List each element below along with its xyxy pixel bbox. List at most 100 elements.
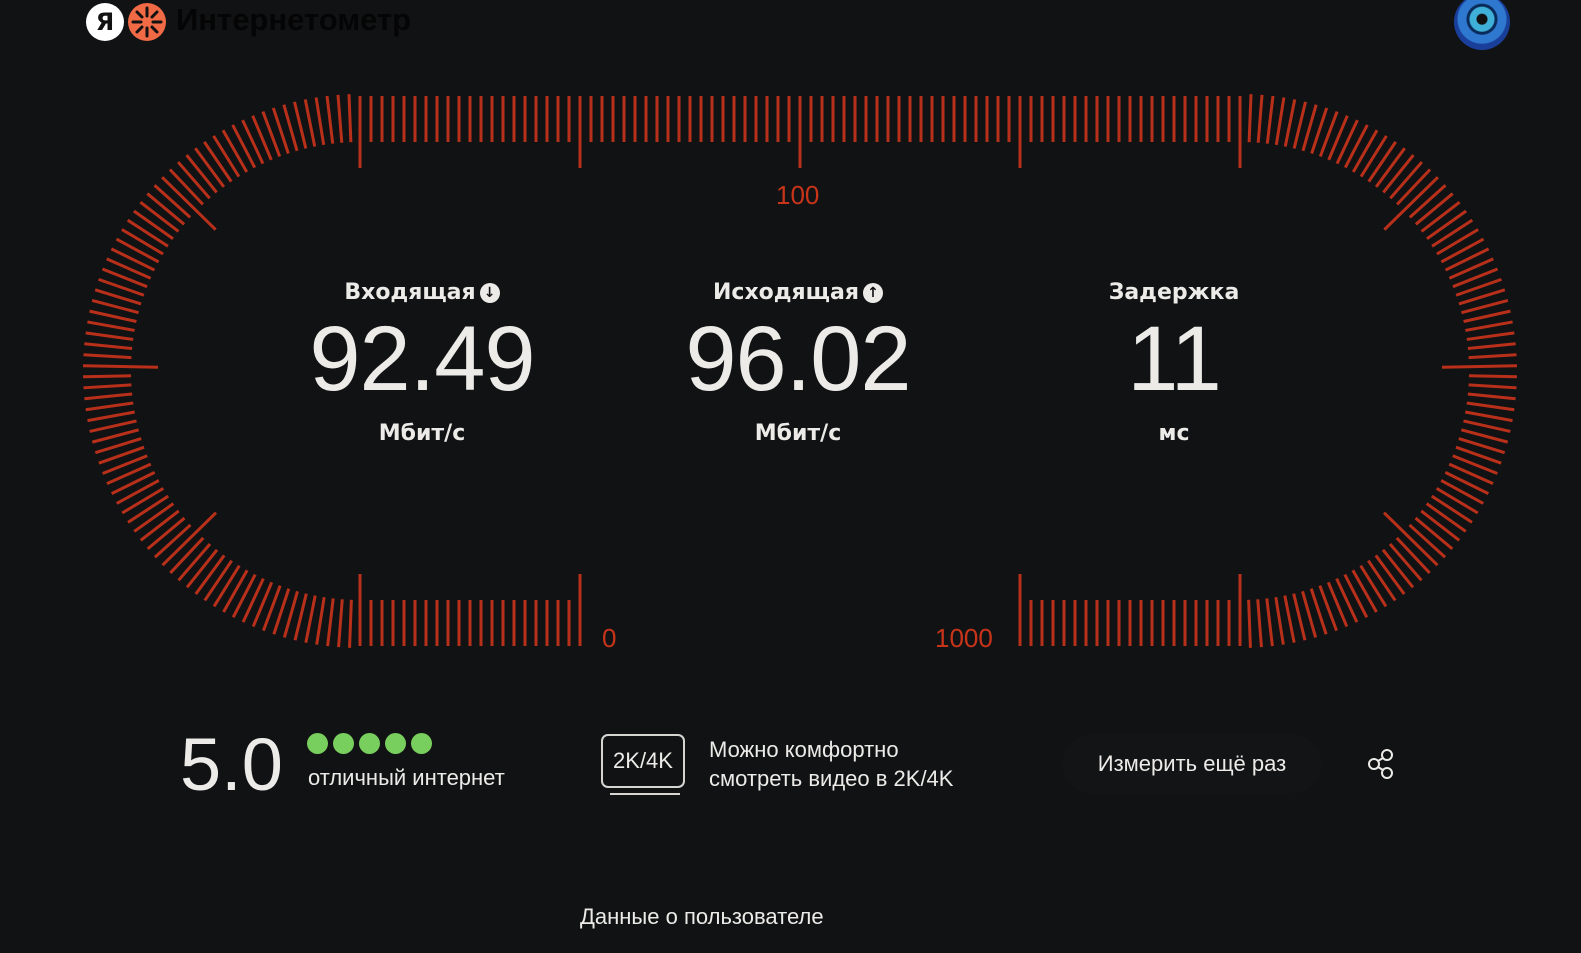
upload-label: Исходящая [713, 280, 859, 305]
rating-dots [307, 733, 432, 754]
scale-tick [1435, 487, 1479, 515]
internetometer-logo-icon[interactable] [128, 3, 166, 41]
scale-tick [185, 154, 218, 194]
upload-metric: Исходящая ↑ 96.02 Мбит/с [648, 280, 948, 446]
scale-tick [1301, 104, 1318, 152]
scale-tick [110, 247, 156, 272]
scale-tick [1414, 192, 1454, 226]
scale-tick [83, 383, 132, 390]
scale-tick [161, 511, 218, 567]
scale-tick [272, 588, 291, 635]
rating-dot [411, 733, 432, 754]
scale-tick [1396, 168, 1432, 206]
scale-tick [185, 548, 219, 589]
scale-tick [1444, 471, 1490, 495]
measure-again-button[interactable]: Измерить ещё раз [1062, 735, 1322, 793]
scale-tick [102, 454, 148, 475]
scale-tick [1343, 124, 1369, 169]
scale-tick [94, 288, 142, 306]
scale-tick [139, 509, 180, 542]
scale-tick [1425, 502, 1467, 533]
scale-tick [89, 419, 137, 433]
scale-tick [1467, 342, 1516, 350]
scale-tick [1389, 161, 1424, 200]
scale-tick [231, 124, 257, 169]
scale-tick [194, 147, 226, 188]
scale-tick [1455, 445, 1502, 465]
scale-tick [106, 257, 152, 280]
scale-tick [1374, 147, 1406, 188]
yandex-logo[interactable]: Я [86, 3, 124, 41]
scale-tick [98, 277, 145, 297]
arrow-up-icon: ↑ [862, 283, 883, 303]
scale-tick [1274, 596, 1285, 645]
scale-tick [1318, 111, 1339, 158]
scale-tick [1408, 523, 1447, 559]
scale-tick [1292, 593, 1307, 641]
scale-tick [293, 101, 308, 149]
scale-tick [1382, 511, 1439, 567]
scale-tick [1463, 419, 1511, 433]
tv-stand-icon [610, 793, 680, 795]
scale-tick [133, 209, 174, 240]
scale-tick [315, 596, 326, 645]
scale-tick [304, 595, 317, 643]
scale-tick [1388, 543, 1423, 582]
scale-tick [146, 192, 186, 226]
scale-tick [1466, 401, 1515, 412]
scale-tick [1414, 516, 1454, 551]
share-icon[interactable] [1366, 748, 1396, 780]
scale-tick [153, 184, 192, 219]
scale-tick [168, 168, 204, 206]
scale-tick [251, 581, 274, 628]
scale-tick [1431, 218, 1474, 248]
app-title: Интернетометр [176, 2, 412, 37]
scale-tick [1458, 437, 1506, 455]
scale-tick [1420, 200, 1461, 233]
scale-tick [1441, 364, 1517, 369]
scale-tick [1309, 588, 1328, 635]
rating-score: 5.0 [180, 723, 283, 806]
scale-tick [1274, 97, 1286, 146]
scale-tick [1466, 331, 1515, 341]
scale-tick [1444, 247, 1490, 272]
scale-tick [1359, 564, 1388, 608]
user-data-link[interactable]: Данные о пользователе [580, 904, 824, 929]
scale-tick [1395, 536, 1431, 574]
scale-tick [203, 559, 233, 602]
scale-tick [1448, 257, 1494, 280]
scale-tick [121, 228, 164, 256]
scale-tick [146, 516, 186, 551]
scale-tick [262, 585, 282, 632]
scale-tick [1351, 129, 1379, 173]
scale-tick [115, 237, 160, 264]
scale-tick [293, 593, 308, 641]
scale-tick [1467, 392, 1516, 401]
scale-tick [177, 543, 212, 582]
scale-tick [348, 599, 353, 648]
scale-tick [1463, 309, 1511, 323]
scale-tick [84, 392, 133, 401]
latency-label: Задержка [1108, 280, 1240, 305]
scale-tick [83, 353, 132, 360]
upload-unit: Мбит/с [754, 421, 842, 446]
user-avatar[interactable] [1454, 0, 1510, 50]
scale-tick [241, 577, 265, 623]
scale-tick [91, 428, 140, 444]
scale-tick [106, 462, 152, 486]
scale-tick [1468, 353, 1517, 360]
scale-tick [83, 364, 159, 369]
scale-tick [1256, 94, 1264, 143]
scale-label-0: 0 [602, 623, 617, 653]
scale-tick [126, 218, 169, 248]
scale-tick [87, 410, 135, 423]
scale-tick [347, 94, 353, 143]
scale-tick [1367, 559, 1397, 602]
video-text-line2: смотреть видео в 2K/4K [709, 766, 954, 791]
scale-tick [1335, 119, 1359, 165]
scale-tick [1452, 267, 1499, 289]
scale-tick [251, 115, 273, 161]
scale-tick [127, 494, 170, 524]
scale-tick [212, 564, 241, 608]
